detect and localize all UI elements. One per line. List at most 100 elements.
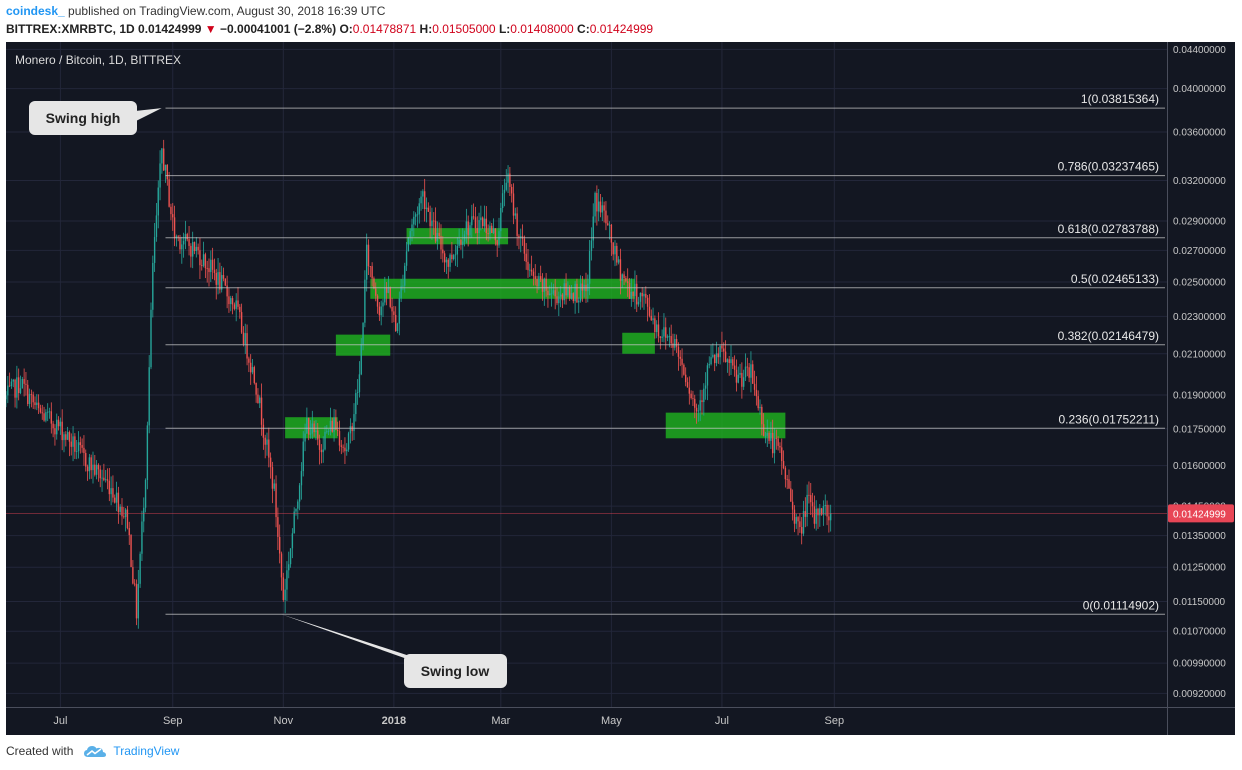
candle-body [423, 191, 426, 210]
candle-body [810, 495, 812, 503]
candle-body [565, 283, 567, 296]
candle-body [478, 220, 480, 233]
candle-body [509, 173, 511, 187]
candle-body [674, 338, 676, 348]
candle-body [121, 506, 123, 517]
candle-body [231, 298, 234, 305]
candle-body [249, 362, 252, 373]
candle-body [708, 364, 710, 366]
fib-level-label: 1(0.03815364) [1081, 92, 1159, 106]
candle-body [396, 323, 399, 332]
candle-body [650, 315, 652, 321]
candle-body [694, 398, 696, 408]
candle-body [563, 283, 565, 301]
candle-body [520, 236, 522, 238]
x-tick-label: May [601, 715, 622, 727]
candle-body [619, 259, 622, 281]
candle-body [271, 467, 274, 489]
candle-body [527, 261, 529, 271]
candle-body [713, 354, 716, 364]
candle-body [532, 271, 535, 277]
candle-body [48, 411, 51, 413]
candle-body [811, 502, 814, 507]
candle-body [211, 259, 214, 270]
candle-body [431, 220, 433, 227]
candle-body [246, 333, 248, 359]
candle-body [115, 492, 118, 503]
fib-level-label: 0.786(0.03237465) [1058, 160, 1159, 174]
candle-body [164, 164, 167, 171]
candle-body [445, 259, 448, 263]
candle-body [85, 453, 87, 467]
y-tick-label: 0.03200000 [1173, 176, 1226, 187]
candle-body [440, 236, 442, 250]
candle-body [681, 358, 683, 365]
candle-body [481, 217, 484, 227]
candle-body [353, 414, 355, 432]
candle-body [94, 464, 96, 475]
candle-body [813, 506, 816, 524]
candle-body [438, 232, 440, 237]
candle-body [721, 345, 723, 349]
candle-body [393, 311, 395, 315]
candle-body [498, 231, 500, 246]
candle-body [817, 508, 819, 516]
candle-body [371, 266, 373, 279]
candle-body [659, 336, 662, 338]
candle-body [222, 275, 225, 279]
candle-body [547, 290, 549, 296]
candle-body [752, 364, 754, 384]
candle-body [37, 402, 40, 409]
candle-body [289, 548, 292, 565]
candle-body [748, 367, 750, 378]
author-link[interactable]: coindesk_ [6, 4, 65, 18]
candle-body [655, 324, 658, 333]
candle-body [574, 283, 576, 302]
candle-body [295, 508, 297, 512]
candle-body [492, 228, 495, 234]
candle-body [190, 245, 192, 257]
candle-body [52, 423, 54, 429]
candle-body [77, 442, 80, 452]
candle-body [496, 240, 498, 246]
candle-body [233, 304, 236, 309]
candle-body [97, 464, 100, 470]
candle-body [485, 218, 488, 234]
candle-body [690, 393, 692, 399]
candle-body [298, 485, 301, 502]
candle-body [757, 396, 759, 409]
candle-body [161, 148, 163, 164]
candle-body [775, 438, 778, 440]
candle-body [404, 265, 406, 286]
support-zone [622, 332, 655, 354]
candle-body [68, 432, 71, 442]
candle-body [773, 438, 776, 454]
candle-body [356, 392, 359, 394]
candle-body [336, 429, 339, 432]
candle-body [137, 583, 140, 619]
tradingview-link[interactable]: TradingView [113, 744, 180, 758]
candle-body [554, 290, 556, 297]
candle-body [501, 193, 504, 208]
price-chart[interactable]: Jul Sep Nov 2018 Mar May Jul Sep 0.04400000 0.040… [6, 42, 1235, 735]
publish-info: published on TradingView.com, August 30,… [68, 4, 386, 18]
candle-body [394, 314, 397, 332]
candle-body [27, 384, 29, 405]
candle-body [436, 232, 439, 242]
candle-body [213, 269, 216, 273]
candle-body [346, 449, 348, 452]
candle-body [579, 283, 582, 301]
candle-body [389, 287, 391, 307]
candle-body [815, 508, 817, 524]
candle-body [605, 210, 607, 224]
candle-body [307, 417, 310, 435]
candle-body [387, 287, 390, 293]
candle-body [54, 428, 56, 435]
swing-low-callout [404, 654, 507, 688]
candle-body [224, 278, 227, 286]
candle-body [114, 497, 116, 503]
y-tick-label: 0.02500000 [1173, 278, 1226, 289]
candle-body [480, 217, 482, 221]
candle-body [762, 424, 765, 436]
candle-body [268, 439, 270, 458]
